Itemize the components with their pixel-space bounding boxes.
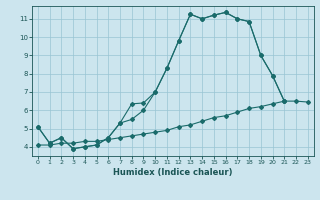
X-axis label: Humidex (Indice chaleur): Humidex (Indice chaleur) — [113, 168, 233, 177]
